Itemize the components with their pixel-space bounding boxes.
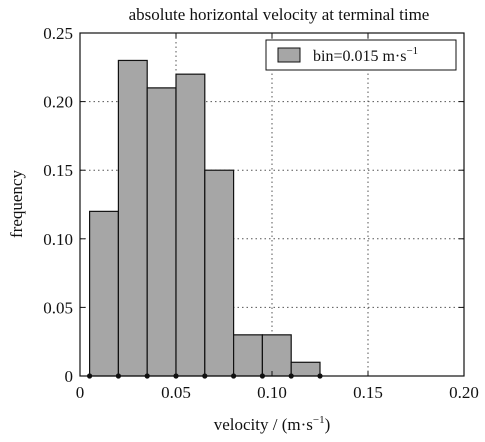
chart-title: absolute horizontal velocity at terminal…: [129, 5, 430, 24]
legend-swatch: [277, 47, 301, 63]
legend-label: bin=0.015 m·s−1: [313, 45, 418, 65]
histogram-bar: [233, 334, 264, 377]
x-tick-labels: 0 0.05 0.10 0.15 0.20: [76, 383, 479, 402]
legend: bin=0.015 m·s−1: [265, 39, 457, 71]
x-tick-label: 0: [76, 383, 85, 402]
x-tick-label: 0.20: [449, 383, 479, 402]
x-tick-label: 0.15: [353, 383, 383, 402]
axis-ticks: [79, 32, 465, 377]
y-tick-label: 0.20: [43, 93, 73, 112]
y-tick-label: 0.15: [43, 161, 73, 180]
legend-box: [265, 39, 457, 71]
y-tick-label: 0: [65, 367, 74, 386]
histogram-bar: [117, 59, 148, 377]
y-tick-label: 0.10: [43, 230, 73, 249]
x-tick-label: 0.05: [161, 383, 191, 402]
histogram-bar: [290, 361, 321, 377]
histogram-bar: [261, 334, 292, 377]
histogram-bar: [204, 169, 235, 377]
y-axis-label: frequency: [7, 170, 26, 238]
histogram-bars: [88, 59, 321, 377]
x-tick-label: 0.10: [257, 383, 287, 402]
y-tick-labels: 0 0.05 0.10 0.15 0.20 0.25: [43, 24, 73, 386]
x-axis-label: velocity / (m·s−1): [214, 414, 331, 434]
histogram-bar: [88, 210, 119, 377]
histogram-bar: [175, 73, 206, 377]
y-tick-label: 0.05: [43, 298, 73, 317]
histogram-bar: [146, 87, 177, 377]
y-tick-label: 0.25: [43, 24, 73, 43]
